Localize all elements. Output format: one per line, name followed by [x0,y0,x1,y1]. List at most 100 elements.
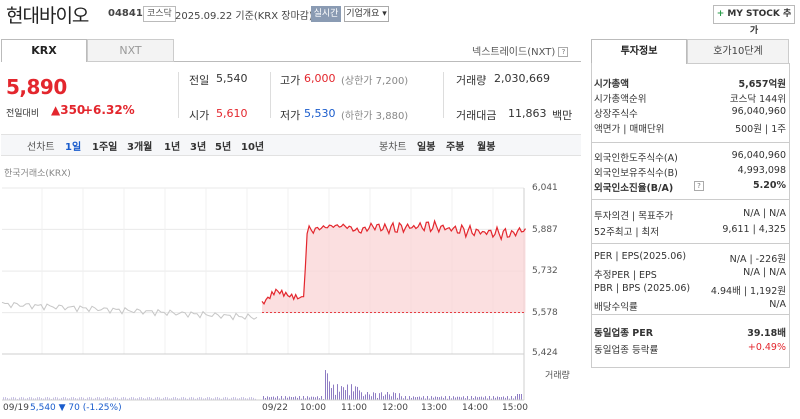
volume-bar [457,396,458,400]
volume-bar [127,398,128,400]
add-mystock-button[interactable]: + MY STOCK 추가 [713,5,795,36]
info-row-value: 9,611 | 4,325 [722,224,786,235]
volume-bar [81,397,82,400]
volume-bar [407,398,408,400]
volume-bar [203,398,204,400]
volume-bar [455,397,456,400]
volume-bar [385,394,386,400]
volume-bar [319,398,320,400]
x-tick-label: 09/19 [3,403,29,413]
market-badge: 코스닥 [143,6,176,22]
volume-bar [353,391,354,400]
volume-bar [35,398,36,400]
tab-orderbook[interactable]: 호가10단계 [687,39,789,64]
volume-bar [47,397,48,400]
period-1w[interactable]: 1주일 [92,142,118,153]
volume-bar [359,390,360,400]
info-row-value: N/A | -226원 [729,254,786,265]
volume-bar [65,397,66,400]
volume-bar [369,394,370,400]
volume-bar [113,397,114,400]
volume-bar [119,398,120,400]
volume-bar [211,398,212,400]
volume-bar [263,396,264,400]
panel-section-divider [591,142,789,143]
realtime-button[interactable]: 실시간 [311,6,341,22]
period-3y[interactable]: 3년 [190,142,207,153]
volume-bar [307,396,308,400]
volume-bar [165,397,166,400]
period-10y[interactable]: 10년 [241,142,265,153]
volume-bar [419,396,420,400]
x-tick-label: 11:00 [341,403,367,413]
volume-bar [491,398,492,400]
volume-bar [517,394,518,400]
nextrade-link[interactable]: 넥스트레이드(NXT) ? [472,43,569,58]
candle-monthly[interactable]: 월봉 [477,142,496,153]
volume-bar [37,397,38,400]
info-row-label: 외국인한도주식수(A) [594,153,678,164]
volume-bar [101,398,102,400]
volume-bar [435,396,436,400]
panel-border-left [591,63,592,368]
change-value: ▲350 [51,103,85,117]
volume-bar [363,396,364,400]
volume-bar [313,396,314,400]
volume-bar [441,396,442,400]
y-tick-label: 5,732 [532,266,558,276]
volume-bar [161,398,162,400]
candle-weekly[interactable]: 주봉 [446,142,465,153]
volume-bar [21,397,22,400]
volume-bar [309,397,310,400]
volume-bar [169,398,170,400]
volume-bar [181,397,182,400]
tab-invest-info[interactable]: 투자정보 [591,39,687,64]
volume-bar [95,397,96,400]
help-icon[interactable]: ? [694,181,704,191]
volume-bar [459,396,460,400]
volume-bar [417,396,418,400]
volume-bar [489,396,490,400]
volume-bar [477,397,478,400]
company-info-dropdown[interactable]: 기업개요 ▾ [344,6,389,22]
volume-bar [449,396,450,400]
price-chart[interactable] [0,178,583,419]
tab-nxt[interactable]: NXT [87,39,174,62]
volume-bar [327,373,328,400]
volume-bar [85,398,86,400]
volume-bar [25,398,26,400]
info-row-label: 시가총액 [594,79,629,90]
volume-bar [405,396,406,400]
volume-bar [115,397,116,400]
candle-daily[interactable]: 일봉 [417,142,436,153]
volume-bar [67,398,68,400]
volume-bar [293,397,294,400]
period-5y[interactable]: 5년 [215,142,232,153]
volume-bar [279,398,280,400]
volume-bar [297,397,298,400]
volume-bar [361,392,362,400]
volume-label: 거래량 [456,74,487,87]
trade-amount-unit: 백만 [552,109,573,122]
period-1d[interactable]: 1일 [65,142,82,153]
volume-bar [339,391,340,400]
volume-bar [251,397,252,400]
volume-bar [505,397,506,400]
volume-bar [387,392,388,400]
volume-bar [291,396,292,400]
volume-bar [217,397,218,400]
volume-bar [331,388,332,400]
period-3m[interactable]: 3개월 [127,142,153,153]
period-1y[interactable]: 1년 [164,142,181,153]
volume-bar [193,397,194,400]
help-icon[interactable]: ? [558,47,569,57]
volume-bar [201,397,202,400]
tab-krx[interactable]: KRX [1,39,87,62]
change-amount: 350 [60,103,86,117]
volume-bar [155,397,156,400]
volume-bar [159,397,160,400]
volume-bar [151,397,152,400]
volume-bar [511,396,512,400]
volume-bar [219,397,220,400]
volume-bar [147,397,148,400]
